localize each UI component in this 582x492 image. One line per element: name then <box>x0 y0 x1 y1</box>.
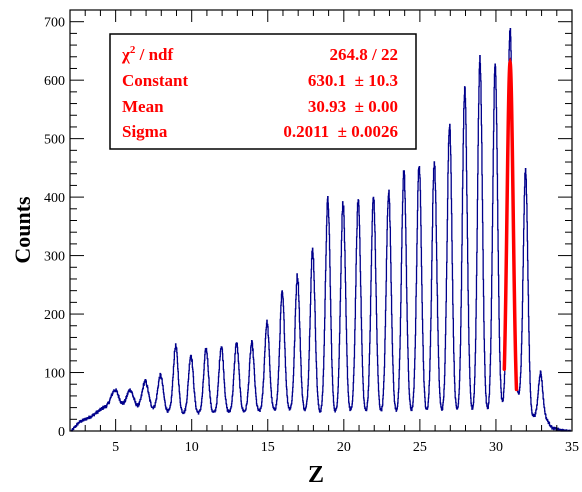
stats-constant-value: 630.1 ± 10.3 <box>308 71 398 90</box>
gaussian-fit-line <box>502 57 519 392</box>
stats-chi2-label: χ2 / ndf <box>121 44 173 64</box>
stats-mean-value: 30.93 ± 0.00 <box>308 97 398 116</box>
y-tick-label: 100 <box>44 367 65 382</box>
stats-box-frame <box>109 33 417 150</box>
x-tick-label: 15 <box>261 440 275 455</box>
stats-mean-label: Mean <box>122 97 164 116</box>
y-tick-label: 400 <box>44 191 65 206</box>
x-tick-label: 30 <box>489 440 503 455</box>
x-tick-label: 25 <box>413 440 427 455</box>
x-tick-label: 35 <box>565 440 579 455</box>
histogram-series <box>70 27 572 432</box>
plot-area <box>70 27 572 432</box>
stats-chi2-value: 264.8 / 22 <box>330 45 398 64</box>
stats-sigma-label: Sigma <box>122 122 168 141</box>
y-tick-label: 0 <box>58 425 65 440</box>
y-tick-label: 600 <box>44 74 65 89</box>
y-tick-label: 300 <box>44 250 65 265</box>
y-tick-label: 200 <box>44 308 65 323</box>
y-tick-label: 700 <box>44 16 65 31</box>
y-tick-label: 500 <box>44 133 65 148</box>
axes: 5 10 15 20 25 30 35 0 100 200 300 400 500 600 700 <box>44 9 579 455</box>
x-axis-title: Z <box>308 462 324 488</box>
stats-constant-label: Constant <box>122 71 188 90</box>
y-axis-title: Counts <box>10 196 35 264</box>
fit-statistics-box: χ2 / ndf 264.8 / 22 Constant 630.1 ± 10.… <box>109 33 417 150</box>
stats-sigma-value: 0.2011 ± 0.0026 <box>283 122 398 141</box>
x-tick-label: 10 <box>185 440 199 455</box>
x-tick-label: 5 <box>112 440 119 455</box>
x-tick-label: 20 <box>337 440 351 455</box>
